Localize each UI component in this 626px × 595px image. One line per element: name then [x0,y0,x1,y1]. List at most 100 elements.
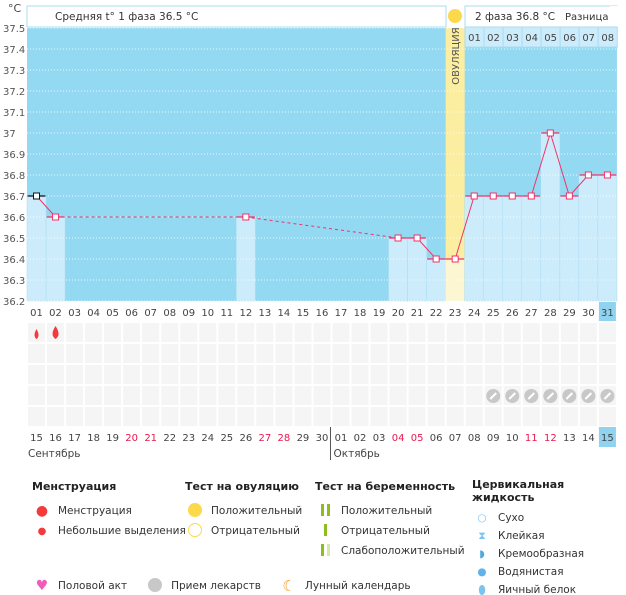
calendar-date[interactable]: 02 [354,433,367,444]
calendar-cell[interactable] [389,344,407,363]
calendar-cell[interactable] [47,344,65,363]
calendar-date[interactable]: 04 [392,433,405,444]
cycle-day-label[interactable]: 24 [468,308,481,319]
calendar-cell[interactable] [142,323,160,342]
cycle-day-label[interactable]: 14 [278,308,291,319]
calendar-cell[interactable] [142,407,160,426]
calendar-cell[interactable] [465,323,483,342]
calendar-cell[interactable] [123,344,141,363]
calendar-date[interactable]: 17 [68,433,81,444]
calendar-cell[interactable] [408,365,426,384]
calendar-cell[interactable] [237,365,255,384]
calendar-date[interactable]: 29 [297,433,310,444]
calendar-cell[interactable] [237,323,255,342]
calendar-cell[interactable] [541,365,559,384]
cycle-day-label[interactable]: 11 [220,308,233,319]
calendar-cell[interactable] [579,344,597,363]
calendar-cell[interactable] [370,386,388,405]
calendar-cell[interactable] [104,344,122,363]
temperature-point[interactable] [527,192,535,200]
calendar-date[interactable]: 19 [106,433,119,444]
calendar-cell[interactable] [161,323,179,342]
calendar-cell[interactable] [465,386,483,405]
calendar-cell[interactable] [522,365,540,384]
calendar-cell[interactable] [389,386,407,405]
calendar-cell[interactable] [332,386,350,405]
calendar-cell[interactable] [294,407,312,426]
calendar-cell[interactable] [294,365,312,384]
cycle-day-label[interactable]: 17 [335,308,348,319]
cycle-day-label[interactable]: 25 [487,308,500,319]
calendar-cell[interactable] [123,407,141,426]
calendar-date[interactable]: 27 [259,433,272,444]
calendar-cell[interactable] [370,323,388,342]
calendar-cell[interactable] [598,323,616,342]
temperature-point[interactable] [565,192,573,200]
calendar-cell[interactable] [123,323,141,342]
calendar-cell[interactable] [503,344,521,363]
calendar-cell[interactable] [579,323,597,342]
calendar-cell[interactable] [275,386,293,405]
calendar-cell[interactable] [541,407,559,426]
calendar-cell[interactable] [408,386,426,405]
calendar-cell[interactable] [85,344,103,363]
calendar-date[interactable]: 15 [601,433,614,444]
temperature-point[interactable] [603,171,611,179]
calendar-cell[interactable] [332,365,350,384]
cycle-day-label[interactable]: 20 [392,308,405,319]
calendar-cell[interactable] [275,407,293,426]
calendar-date[interactable]: 20 [125,433,138,444]
calendar-cell[interactable] [446,344,464,363]
cycle-day-label[interactable]: 27 [525,308,538,319]
calendar-cell[interactable] [313,344,331,363]
calendar-date[interactable]: 22 [163,433,176,444]
calendar-cell[interactable] [85,386,103,405]
calendar-date[interactable]: 11 [525,433,538,444]
calendar-cell[interactable] [275,365,293,384]
calendar-cell[interactable] [28,344,46,363]
calendar-cell[interactable] [351,386,369,405]
calendar-cell[interactable] [123,365,141,384]
calendar-cell[interactable] [180,365,198,384]
calendar-cell[interactable] [28,407,46,426]
cycle-day-label[interactable]: 31 [601,308,614,319]
calendar-date[interactable]: 09 [487,433,500,444]
calendar-cell[interactable] [85,365,103,384]
calendar-cell[interactable] [427,365,445,384]
calendar-cell[interactable] [66,323,84,342]
calendar-cell[interactable] [161,365,179,384]
calendar-cell[interactable] [66,344,84,363]
calendar-cell[interactable] [484,323,502,342]
calendar-cell[interactable] [465,344,483,363]
calendar-cell[interactable] [503,407,521,426]
temperature-point[interactable] [432,255,440,263]
calendar-date[interactable]: 12 [544,433,557,444]
calendar-cell[interactable] [408,323,426,342]
calendar-cell[interactable] [237,344,255,363]
calendar-cell[interactable] [218,365,236,384]
cycle-day-label[interactable]: 13 [259,308,272,319]
cycle-day-label[interactable]: 02 [49,308,62,319]
calendar-date[interactable]: 23 [182,433,195,444]
calendar-date[interactable]: 28 [278,433,291,444]
calendar-cell[interactable] [522,344,540,363]
calendar-cell[interactable] [218,344,236,363]
calendar-date[interactable]: 15 [30,433,43,444]
calendar-cell[interactable] [180,407,198,426]
temperature-point[interactable] [33,192,41,200]
calendar-cell[interactable] [560,344,578,363]
calendar-cell[interactable] [180,344,198,363]
calendar-cell[interactable] [598,344,616,363]
temperature-point[interactable] [584,171,592,179]
calendar-cell[interactable] [332,407,350,426]
calendar-cell[interactable] [104,365,122,384]
temperature-point[interactable] [546,129,554,137]
calendar-date[interactable]: 16 [49,433,62,444]
calendar-date[interactable]: 10 [506,433,519,444]
calendar-cell[interactable] [541,323,559,342]
cycle-day-label[interactable]: 21 [411,308,424,319]
calendar-cell[interactable] [180,323,198,342]
calendar-date[interactable]: 01 [335,433,348,444]
calendar-cell[interactable] [598,365,616,384]
temperature-point[interactable] [451,255,459,263]
